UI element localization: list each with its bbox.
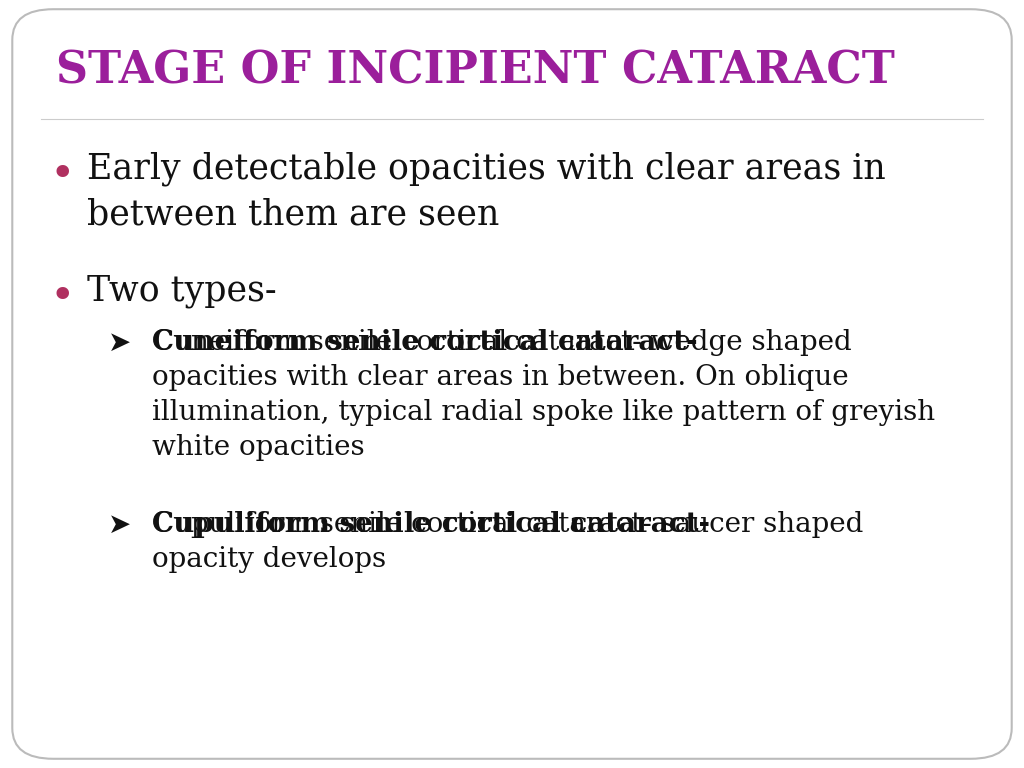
Text: ➤: ➤ — [108, 329, 131, 356]
Text: ➤: ➤ — [108, 511, 131, 538]
FancyBboxPatch shape — [12, 9, 1012, 759]
Text: STAGE OF INCIPIENT CATARACT: STAGE OF INCIPIENT CATARACT — [56, 50, 895, 93]
Text: Cuneiform senile cortical cataract-: Cuneiform senile cortical cataract- — [152, 329, 697, 356]
Text: Two types-: Two types- — [87, 274, 276, 308]
Text: Cuneiform senile cortical cataract- wedge shaped
opacities with clear areas in b: Cuneiform senile cortical cataract- wedg… — [152, 329, 935, 461]
Text: Early detectable opacities with clear areas in
between them are seen: Early detectable opacities with clear ar… — [87, 151, 886, 232]
Text: •: • — [49, 276, 75, 319]
Text: Cupuliform senile cortical cataract- saucer shaped
opacity develops: Cupuliform senile cortical cataract- sau… — [152, 511, 863, 573]
Text: Cupuliform senile cortical cataract-: Cupuliform senile cortical cataract- — [152, 511, 710, 538]
Text: •: • — [49, 154, 75, 196]
